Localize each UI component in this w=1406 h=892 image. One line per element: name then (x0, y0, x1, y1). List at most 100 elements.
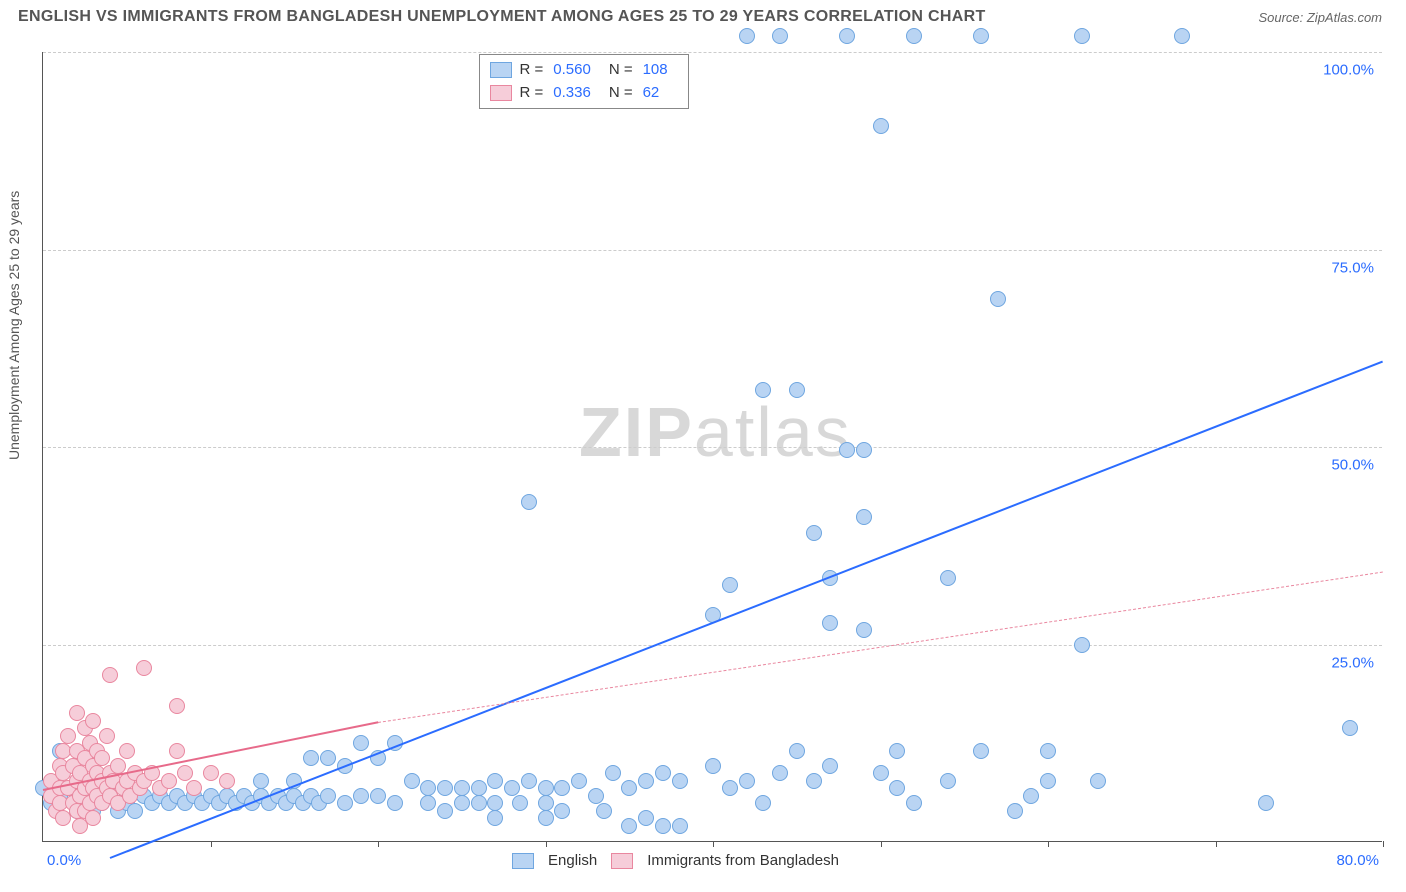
data-point (889, 743, 905, 759)
data-point (772, 765, 788, 781)
data-point (471, 780, 487, 796)
watermark-zip: ZIP (579, 393, 694, 471)
y-tick-label: 75.0% (1331, 259, 1374, 276)
data-point (1074, 637, 1090, 653)
data-point (538, 795, 554, 811)
stat-r-label: R = (520, 82, 544, 105)
data-point (940, 570, 956, 586)
data-point (127, 803, 143, 819)
data-point (303, 750, 319, 766)
data-point (521, 494, 537, 510)
data-point (839, 442, 855, 458)
data-point (973, 28, 989, 44)
data-point (822, 758, 838, 774)
data-point (973, 743, 989, 759)
series-legend: EnglishImmigrants from Bangladesh (512, 852, 839, 869)
watermark-atlas: atlas (694, 393, 852, 471)
stat-n-label: N = (609, 82, 633, 105)
data-point (320, 788, 336, 804)
data-point (789, 382, 805, 398)
data-point (755, 382, 771, 398)
data-point (487, 810, 503, 826)
data-point (85, 713, 101, 729)
x-tick (881, 841, 882, 847)
data-point (487, 773, 503, 789)
data-point (856, 509, 872, 525)
stat-n-label: N = (609, 59, 633, 82)
data-point (1040, 743, 1056, 759)
y-tick-label: 50.0% (1331, 457, 1374, 474)
stat-n-value: 108 (643, 59, 668, 82)
data-point (605, 765, 621, 781)
data-point (85, 810, 101, 826)
data-point (110, 758, 126, 774)
data-point (672, 773, 688, 789)
data-point (1023, 788, 1039, 804)
data-point (990, 291, 1006, 307)
data-point (822, 615, 838, 631)
data-point (253, 773, 269, 789)
data-point (739, 28, 755, 44)
data-point (554, 780, 570, 796)
data-point (839, 28, 855, 44)
data-point (219, 773, 235, 789)
legend-swatch (611, 853, 633, 869)
stats-legend-row: R =0.560N =108 (490, 59, 678, 82)
data-point (512, 795, 528, 811)
data-point (806, 525, 822, 541)
data-point (404, 773, 420, 789)
data-point (94, 750, 110, 766)
stat-n-value: 62 (643, 82, 660, 105)
data-point (169, 743, 185, 759)
stat-r-value: 0.336 (553, 82, 591, 105)
data-point (638, 773, 654, 789)
x-tick (1216, 841, 1217, 847)
data-point (722, 780, 738, 796)
gridline (43, 447, 1382, 448)
data-point (454, 795, 470, 811)
data-point (320, 750, 336, 766)
x-tick (1048, 841, 1049, 847)
data-point (856, 442, 872, 458)
data-point (353, 788, 369, 804)
data-point (739, 773, 755, 789)
data-point (538, 780, 554, 796)
data-point (99, 728, 115, 744)
data-point (353, 735, 369, 751)
data-point (621, 780, 637, 796)
data-point (60, 728, 76, 744)
data-point (655, 765, 671, 781)
data-point (437, 803, 453, 819)
legend-swatch (512, 853, 534, 869)
data-point (437, 780, 453, 796)
data-point (387, 795, 403, 811)
stat-r-label: R = (520, 59, 544, 82)
x-tick (378, 841, 379, 847)
data-point (487, 795, 503, 811)
legend-label: English (548, 852, 597, 869)
data-point (655, 818, 671, 834)
gridline (43, 52, 1382, 53)
data-point (169, 698, 185, 714)
data-point (873, 118, 889, 134)
data-point (621, 818, 637, 834)
data-point (1342, 720, 1358, 736)
y-axis-label: Unemployment Among Ages 25 to 29 years (6, 191, 22, 460)
data-point (102, 667, 118, 683)
data-point (1174, 28, 1190, 44)
legend-swatch (490, 85, 512, 101)
x-tick (1383, 841, 1384, 847)
stats-legend-row: R = 0.336 N = 62 (490, 82, 678, 105)
data-point (588, 788, 604, 804)
data-point (1074, 28, 1090, 44)
data-point (1090, 773, 1106, 789)
data-point (186, 780, 202, 796)
data-point (1007, 803, 1023, 819)
x-tick-label-max: 80.0% (1336, 852, 1379, 869)
x-tick (546, 841, 547, 847)
data-point (705, 758, 721, 774)
data-point (337, 795, 353, 811)
data-point (906, 28, 922, 44)
gridline (43, 250, 1382, 251)
data-point (119, 743, 135, 759)
